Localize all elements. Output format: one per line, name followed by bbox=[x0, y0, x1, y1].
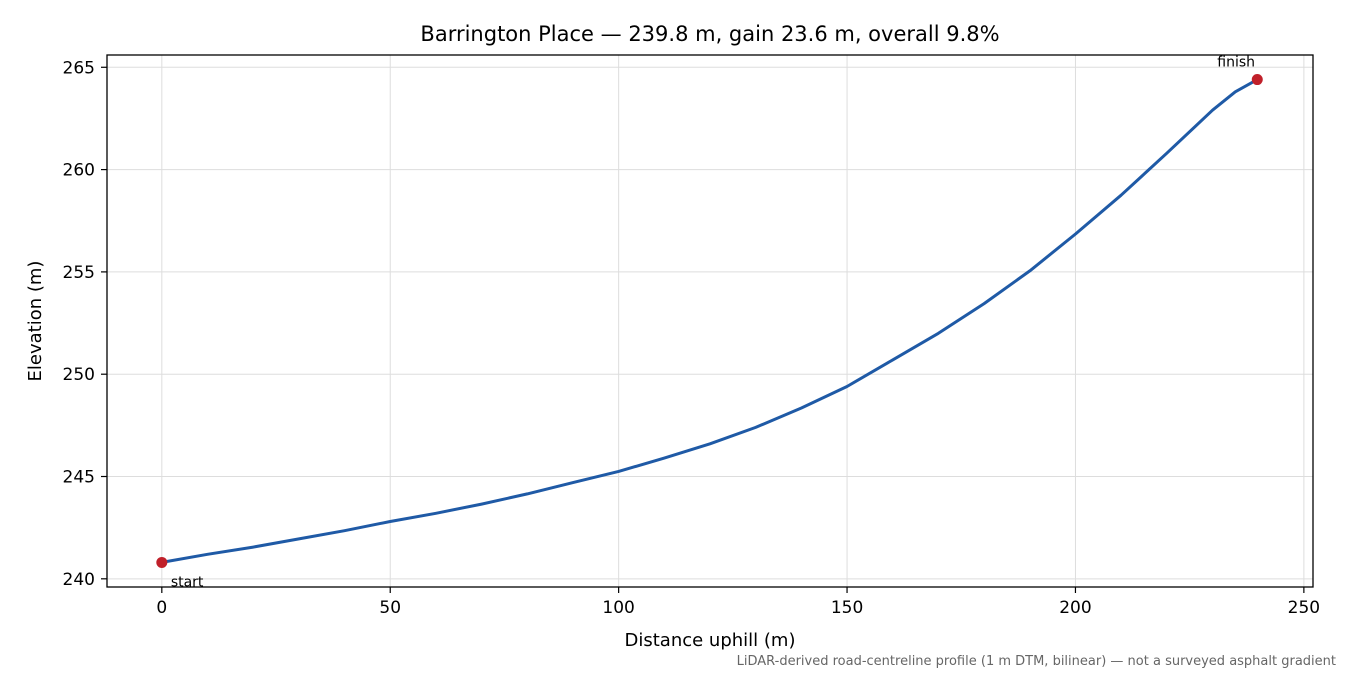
ticks: 0 50 100 150 200 250 240 245 250 255 260 265 bbox=[63, 58, 1321, 618]
plot-frame bbox=[106, 54, 1314, 588]
start-annotation: start bbox=[171, 574, 204, 590]
footnote: LiDAR-derived road-centreline profile (1… bbox=[737, 654, 1336, 669]
finish-annotation: finish bbox=[1217, 55, 1255, 71]
y-tick-label: 245 bbox=[63, 468, 95, 488]
x-tick-label: 50 bbox=[379, 598, 401, 618]
start-marker bbox=[156, 556, 168, 568]
y-tick-label: 265 bbox=[63, 58, 95, 78]
series-layer bbox=[160, 78, 1259, 564]
elevation-line bbox=[160, 78, 1259, 564]
grid bbox=[107, 55, 1313, 587]
y-tick-label: 255 bbox=[63, 263, 95, 283]
x-axis-label: Distance uphill (m) bbox=[625, 630, 796, 651]
x-tick-label: 0 bbox=[156, 598, 167, 618]
chart-title: Barrington Place — 239.8 m, gain 23.6 m,… bbox=[420, 22, 999, 46]
x-tick-label: 100 bbox=[602, 598, 634, 618]
x-tick-label: 250 bbox=[1288, 598, 1320, 618]
y-tick-label: 260 bbox=[63, 161, 95, 181]
x-tick-label: 200 bbox=[1059, 598, 1091, 618]
markers: start finish bbox=[156, 55, 1263, 590]
finish-marker bbox=[1251, 74, 1263, 86]
y-tick-label: 240 bbox=[63, 570, 95, 590]
y-axis-label: Elevation (m) bbox=[25, 261, 46, 382]
y-tick-label: 250 bbox=[63, 365, 95, 385]
x-tick-label: 150 bbox=[831, 598, 863, 618]
